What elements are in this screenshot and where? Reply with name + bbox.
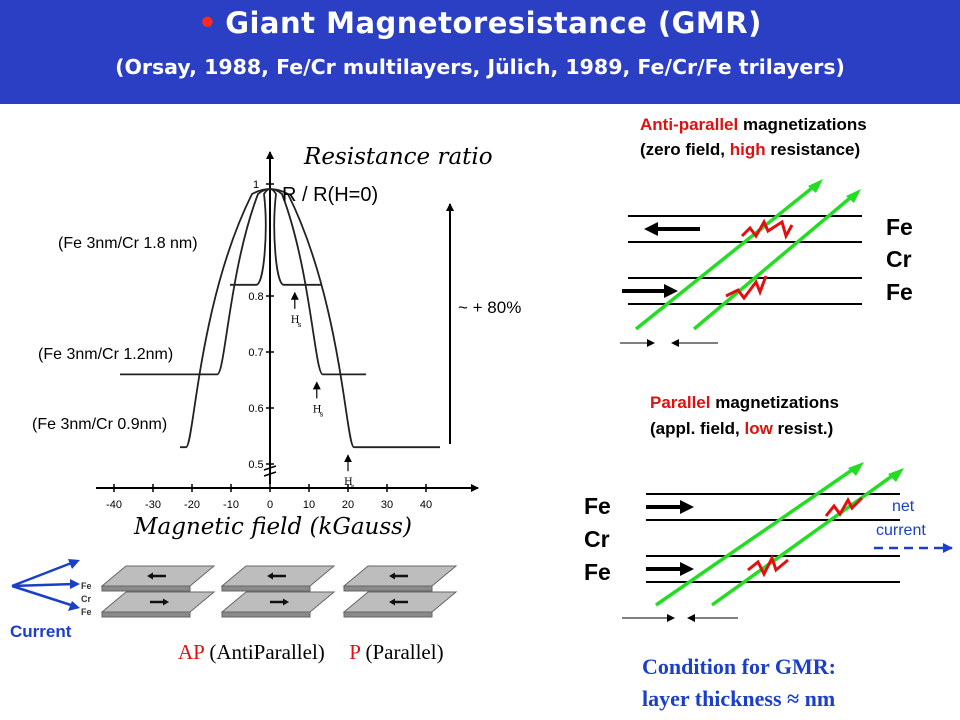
antiparallel-diagram [620,179,862,347]
condition-line1: Condition for GMR: [642,654,836,679]
antiparallel-sub-red: high [729,140,766,159]
current-arrows [11,559,80,611]
hs-sub: s [351,483,355,491]
antiparallel-heading: Anti-parallel magnetizations [640,115,867,135]
net-current-label-line1: net [892,498,915,515]
x-tick-label: 0 [267,499,273,511]
parallel-heading: Parallel magnetizations [650,393,839,413]
stack-magnetization-head [283,598,289,606]
x-tick-label: -20 [184,499,200,511]
stack-plate-edge [101,585,191,592]
ap-layer-cr: Cr [886,246,912,272]
x-tick-label: -30 [145,499,161,511]
slide-title: • Giant Magnetoresistance (GMR) [0,6,960,40]
p-abbr: P [349,640,361,664]
ap-abbr: AP [178,640,205,664]
stack-plate-edge [101,611,191,618]
ap-layer-fe-top: Fe [886,214,913,240]
range-annotation: ~ + 80% [458,298,522,317]
gmr-curve-3 [180,188,440,449]
p-electron-path-2 [710,474,894,607]
hs-label: H [344,477,353,488]
x-tick-label: -40 [106,499,122,511]
gmr-chart: -40 -30 -20 -10 0 10 20 30 40 10.80.70.60.5 HsHs… [96,151,479,511]
stack-layer-cr: Cr [81,594,92,604]
ap-p-legend: AP (AntiParallel) P (Parallel) [178,640,444,665]
chart-xlabel: Magnetic field (kGauss) [134,514,412,540]
p-layer-fe-top: Fe [584,493,611,519]
slide-subtitle: (Orsay, 1988, Fe/Cr multilayers, Jülich,… [115,55,845,79]
title-bullet: • [198,6,218,40]
ap-scatter-zigzag-1 [740,218,794,240]
title-banner: • Giant Magnetoresistance (GMR) (Orsay, 1… [0,0,960,104]
parallel-sub-red: low [744,419,773,438]
parallel-heading-rest: magnetizations [715,393,839,412]
y-tick-label: 0.5 [248,459,263,471]
parallel-sub-close: resist.) [777,419,834,438]
chart-ylabel: R / R(H=0) [282,184,379,206]
parallel-sub-open: (appl. field, [650,419,740,438]
ap-electron-path-1 [634,186,814,331]
y-tick-label: 0.6 [248,403,263,415]
p-text: (Parallel) [365,640,444,664]
multilayer-stacks [100,565,458,618]
net-current-label-line2: current [876,522,926,539]
stack-magnetization-head [163,598,169,606]
title-text: Giant Magnetoresistance (GMR) [225,6,762,40]
x-tick-label: -10 [223,499,239,511]
series-label-2: (Fe 3nm/Cr 1.2nm) [38,346,174,363]
chart-title: Resistance ratio [304,144,493,170]
stack-plate-edge [221,611,311,618]
ap-layer-fe-bottom: Fe [886,279,913,305]
p-electron-path-1 [655,468,853,607]
parallel-diagram [622,462,953,622]
stack-magnetization-head [147,572,153,580]
p-layer-cr: Cr [584,526,610,552]
x-tick-label: 40 [420,499,432,511]
p-layer-fe-bottom: Fe [584,559,611,585]
p-scatter-zigzag-2 [747,554,789,578]
p-scatter-zigzag-1 [824,496,864,517]
hs-sub: s [320,410,324,418]
stack-magnetization-head [389,572,395,580]
hs-label: H [313,404,322,415]
stack-layer-fe-top: Fe [81,581,92,591]
hs-sub: s [298,321,302,329]
parallel-heading-red: Parallel [650,393,711,412]
parallel-subheading: (appl. field, low resist.) [650,419,833,439]
antiparallel-heading-red: Anti-parallel [640,115,739,134]
condition-line2: layer thickness ≈ nm [642,686,836,711]
stack-magnetization-head [267,572,273,580]
stack-layer-fe-bottom: Fe [81,607,92,617]
x-tick-label: 30 [381,499,393,511]
ap-scatter-zigzag-2 [725,275,768,301]
antiparallel-heading-rest: magnetizations [742,115,867,134]
y-tick-label: 1 [253,179,259,191]
y-tick-label: 0.7 [248,347,263,359]
ap-electron-path-2 [692,196,852,331]
stack-plate-edge [343,585,433,592]
stack-plate-edge [221,585,311,592]
stack-magnetization-head [389,598,395,606]
antiparallel-subheading: (zero field, high resistance) [640,140,860,160]
stack-plate-edge [343,611,433,618]
current-label: Current [10,622,72,641]
ap-text: (AntiParallel) [209,640,325,664]
y-tick-label: 0.8 [248,291,263,303]
series-label-3: (Fe 3nm/Cr 0.9nm) [32,416,168,433]
antiparallel-sub-close: resistance) [770,140,861,159]
series-label-1: (Fe 3nm/Cr 1.8 nm) [58,235,198,252]
hs-label: H [291,315,300,326]
antiparallel-sub-open: (zero field, [640,140,726,159]
x-tick-label: 20 [342,499,354,511]
x-tick-label: 10 [303,499,315,511]
